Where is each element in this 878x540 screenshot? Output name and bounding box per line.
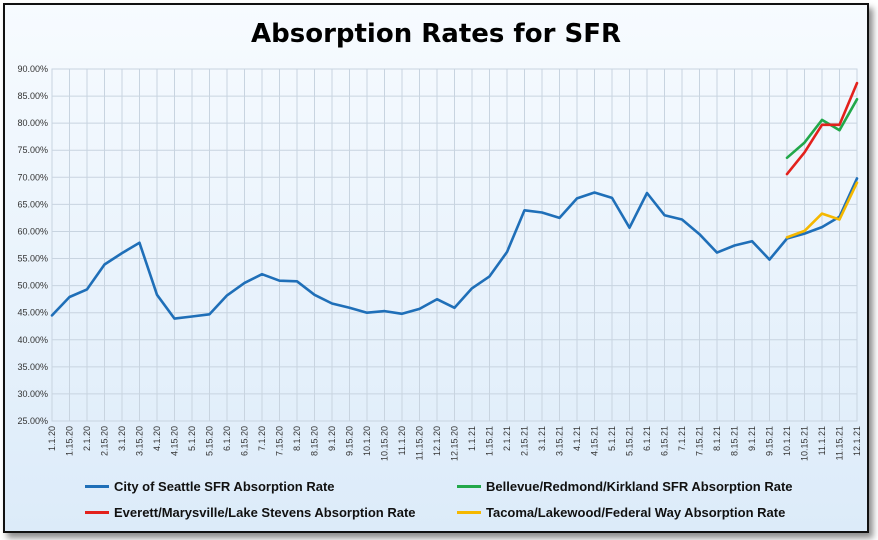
- x-tick-label: 9.15.21: [765, 426, 775, 456]
- x-tick-label: 1.15.21: [485, 426, 495, 456]
- y-tick-label: 70.00%: [17, 172, 48, 182]
- y-tick-label: 30.00%: [17, 389, 48, 399]
- series-line-tacoma: [785, 181, 859, 239]
- x-tick-label: 12.1.21: [852, 426, 862, 456]
- y-tick-label: 35.00%: [17, 362, 48, 372]
- chart-title: Absorption Rates for SFR: [251, 19, 621, 49]
- x-tick-label: 5.1.20: [187, 426, 197, 451]
- x-tick-label: 5.15.21: [625, 426, 635, 456]
- x-tick-label: 3.15.21: [555, 426, 565, 456]
- x-tick-label: 1.1.21: [467, 426, 477, 451]
- x-tick-label: 11.15.20: [415, 426, 425, 460]
- x-tick-label: 5.1.21: [607, 426, 617, 451]
- x-tick-label: 7.1.20: [257, 426, 267, 451]
- series-line-everett: [785, 81, 859, 176]
- x-tick-label: 10.1.20: [362, 426, 372, 456]
- y-tick-label: 25.00%: [17, 416, 48, 426]
- x-tick-label: 11.15.21: [835, 426, 845, 460]
- x-tick-label: 4.1.21: [572, 426, 582, 451]
- x-tick-label: 4.15.20: [170, 426, 180, 456]
- x-tick-label: 3.15.20: [135, 426, 145, 456]
- x-tick-label: 2.15.21: [520, 426, 530, 456]
- x-tick-label: 7.15.20: [275, 426, 285, 456]
- x-tick-label: 10.15.21: [800, 426, 810, 461]
- x-tick-label: 12.15.20: [450, 426, 460, 461]
- x-tick-label: 7.1.21: [677, 426, 687, 451]
- x-tick-label: 3.1.21: [537, 426, 547, 451]
- x-tick-label: 8.1.20: [292, 426, 302, 451]
- x-tick-label: 8.1.21: [712, 426, 722, 451]
- y-tick-label: 90.00%: [17, 64, 48, 74]
- y-tick-label: 65.00%: [17, 199, 48, 209]
- x-tick-label: 9.15.20: [345, 426, 355, 456]
- y-tick-label: 80.00%: [17, 118, 48, 128]
- y-tick-label: 75.00%: [17, 145, 48, 155]
- x-tick-label: 2.1.20: [82, 426, 92, 451]
- x-tick-label: 6.15.21: [660, 426, 670, 456]
- y-tick-label: 40.00%: [17, 335, 48, 345]
- x-tick-label: 3.1.20: [117, 426, 127, 451]
- x-tick-label: 4.15.21: [590, 426, 600, 456]
- y-tick-label: 50.00%: [17, 281, 48, 291]
- series-line-seattle: [50, 177, 859, 320]
- x-tick-label: 9.1.21: [747, 426, 757, 451]
- y-tick-label: 45.00%: [17, 308, 48, 318]
- x-tick-label: 1.15.20: [65, 426, 75, 456]
- chart-frame: Absorption Rates for SFR 25.00% 30.00% 35.…: [3, 3, 869, 533]
- series-line-bellevue: [785, 98, 859, 160]
- x-tick-label: 6.1.20: [222, 426, 232, 451]
- x-tick-label: 8.15.20: [310, 426, 320, 456]
- x-tick-label: 5.15.20: [205, 426, 215, 456]
- x-tick-label: 11.1.21: [817, 426, 827, 455]
- x-tick-label: 12.1.20: [432, 426, 442, 456]
- x-tick-label: 11.1.20: [397, 426, 407, 455]
- y-tick-label: 60.00%: [17, 226, 48, 236]
- x-tick-label: 6.15.20: [240, 426, 250, 456]
- x-tick-label: 4.1.20: [152, 426, 162, 451]
- x-tick-label: 6.1.21: [642, 426, 652, 451]
- x-tick-label: 9.1.20: [327, 426, 337, 451]
- y-tick-label: 85.00%: [17, 91, 48, 101]
- x-tick-label: 7.15.21: [695, 426, 705, 456]
- y-tick-label: 55.00%: [17, 254, 48, 264]
- line-chart: 25.00% 30.00% 35.00% 40.00% 45.00% 50.00% 55.0…: [17, 64, 862, 461]
- x-tick-label: 1.1.20: [47, 426, 57, 451]
- x-tick-label: 10.1.21: [782, 426, 792, 456]
- x-tick-label: 2.1.21: [502, 426, 512, 451]
- x-tick-label: 10.15.20: [380, 426, 390, 461]
- x-tick-label: 2.15.20: [100, 426, 110, 456]
- x-tick-label: 8.15.21: [730, 426, 740, 456]
